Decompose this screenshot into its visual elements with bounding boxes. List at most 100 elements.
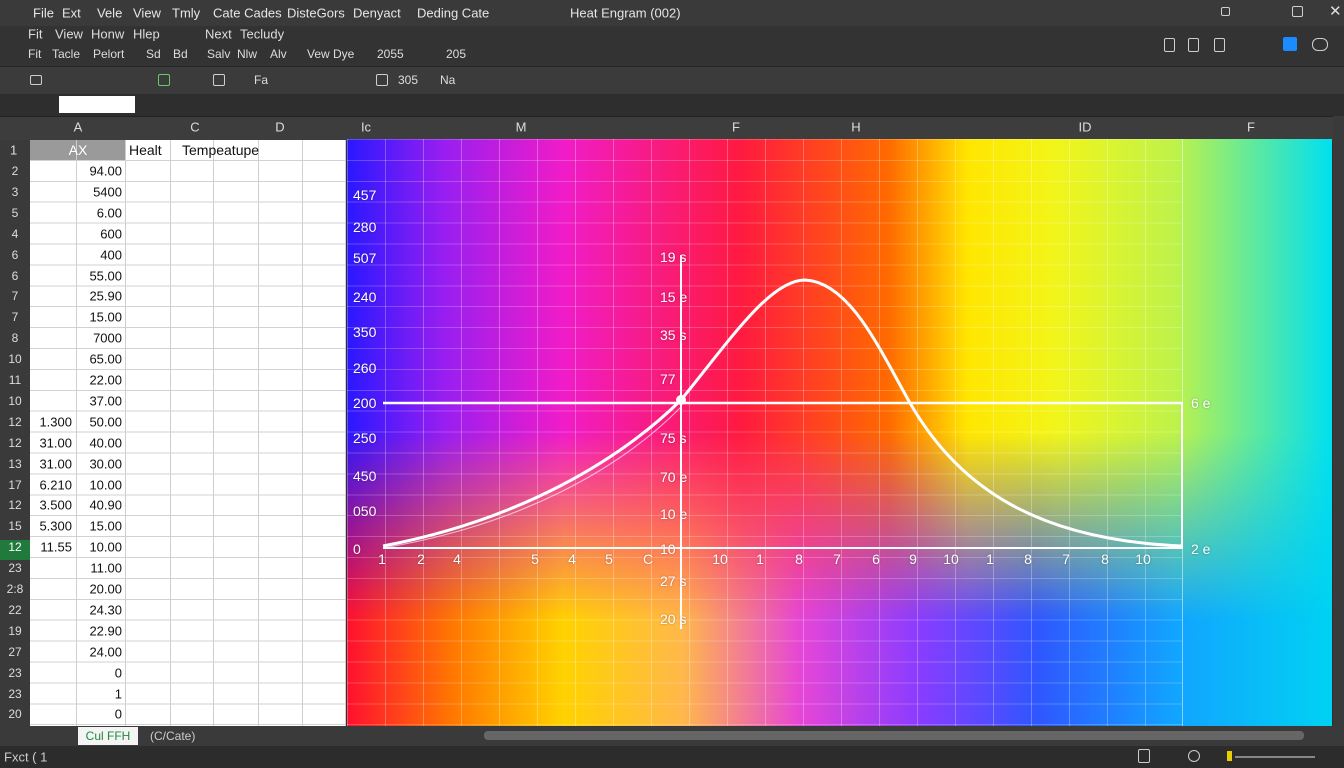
cell[interactable]: 1.300: [39, 414, 72, 430]
ribbon-tab[interactable]: Next: [205, 26, 232, 42]
column-header[interactable]: M: [515, 119, 527, 135]
share-icon[interactable]: [1283, 37, 1297, 51]
menu-item[interactable]: Vele: [97, 5, 123, 21]
column-header[interactable]: H: [851, 119, 861, 135]
tool-icon[interactable]: [30, 75, 42, 85]
vertical-scrollbar[interactable]: [1333, 116, 1344, 726]
menu-item[interactable]: Denyact: [353, 5, 401, 21]
name-box[interactable]: [59, 96, 135, 113]
ribbon-icon[interactable]: [1214, 38, 1225, 52]
cell-grid[interactable]: [30, 140, 346, 726]
close-button[interactable]: ✕: [1329, 3, 1342, 20]
menu-item[interactable]: Tmly: [172, 5, 201, 21]
ribbon-button[interactable]: Salv: [207, 47, 231, 61]
restore-button[interactable]: [1221, 7, 1230, 16]
ribbon-icon[interactable]: [1188, 38, 1199, 52]
active-sheet-tab[interactable]: [78, 727, 138, 745]
tool-icon[interactable]: [213, 74, 225, 86]
ribbon-button[interactable]: Nlw: [237, 47, 257, 61]
toolbar-button[interactable]: Fa: [254, 73, 269, 87]
ribbon-tab[interactable]: Tecludy: [240, 26, 285, 42]
cell[interactable]: 94.00: [89, 163, 122, 179]
cell[interactable]: 5400: [93, 184, 122, 200]
sheet-tab[interactable]: (C/Cate): [150, 729, 196, 743]
ribbon-tab[interactable]: Fit: [28, 26, 43, 42]
column-header[interactable]: ID: [1078, 119, 1092, 135]
ribbon-button[interactable]: Vew Dye: [307, 47, 355, 61]
cell[interactable]: Healt: [129, 142, 162, 158]
cell[interactable]: 20.00: [89, 581, 122, 597]
zoom-slider[interactable]: [1235, 756, 1315, 758]
cell[interactable]: 400: [100, 247, 122, 263]
cell[interactable]: 0: [114, 706, 122, 722]
ribbon-tab[interactable]: View: [55, 26, 83, 42]
column-header[interactable]: F: [732, 119, 740, 135]
column-header[interactable]: F: [1247, 119, 1255, 135]
ribbon-button[interactable]: Bd: [173, 47, 188, 61]
toolbar-button[interactable]: Na: [440, 73, 456, 87]
ribbon-button[interactable]: Pelort: [93, 47, 125, 61]
cell[interactable]: 15.00: [89, 309, 122, 325]
ribbon-icon[interactable]: [1164, 38, 1175, 52]
zoom-thumb[interactable]: [1227, 751, 1232, 761]
cell[interactable]: 55.00: [89, 268, 122, 283]
cell[interactable]: 0: [114, 665, 122, 681]
axis-label: 5: [531, 551, 539, 567]
cell[interactable]: 31.00: [39, 435, 72, 451]
cell[interactable]: 1: [114, 686, 122, 701]
cell[interactable]: AX: [68, 142, 88, 158]
cell[interactable]: 24.30: [89, 602, 122, 618]
ribbon-button[interactable]: 205: [446, 47, 467, 61]
menu-item[interactable]: Cate Cades: [213, 5, 282, 21]
column-header[interactable]: C: [190, 119, 200, 135]
cell[interactable]: Tempeatupe: [182, 142, 260, 158]
cell[interactable]: 6.210: [39, 477, 72, 492]
cell[interactable]: 40.90: [89, 497, 122, 513]
menu-item[interactable]: Ext: [62, 5, 81, 21]
tool-icon[interactable]: [376, 74, 388, 86]
column-header[interactable]: D: [275, 119, 285, 135]
menu-item[interactable]: Deding Cate: [417, 5, 490, 21]
cell[interactable]: 7000: [93, 330, 122, 346]
cell[interactable]: 6.00: [96, 205, 122, 221]
ribbon-button[interactable]: Sd: [146, 47, 161, 61]
cell[interactable]: 37.00: [89, 393, 122, 409]
cell[interactable]: 11.55: [40, 539, 72, 555]
cell[interactable]: 25.90: [89, 288, 122, 304]
cell[interactable]: 22.90: [89, 623, 122, 639]
menu-item[interactable]: View: [133, 5, 161, 21]
sheet-tab[interactable]: Cul FFH: [85, 729, 131, 743]
cell[interactable]: 24.00: [89, 644, 122, 660]
cell[interactable]: 3.500: [39, 497, 72, 513]
cell[interactable]: 30.00: [89, 456, 122, 472]
horizontal-scrollbar[interactable]: [484, 731, 1304, 740]
cell[interactable]: 600: [100, 226, 122, 242]
cell[interactable]: 5.300: [39, 518, 72, 534]
toolbar-button[interactable]: 305: [398, 73, 419, 87]
maximize-button[interactable]: [1292, 6, 1303, 17]
comment-icon[interactable]: [1312, 38, 1328, 51]
cell[interactable]: 10.00: [89, 477, 122, 492]
ribbon-button[interactable]: Tacle: [52, 47, 81, 61]
column-header[interactable]: Ic: [360, 119, 372, 135]
cell[interactable]: 10.00: [89, 539, 122, 555]
menu-item[interactable]: DisteGors: [287, 5, 345, 21]
column-header[interactable]: A: [73, 119, 83, 135]
tool-icon[interactable]: [158, 74, 170, 86]
ribbon-button[interactable]: Fit: [28, 47, 42, 61]
ribbon-tab[interactable]: Hlep: [133, 26, 160, 42]
cell[interactable]: 15.00: [89, 518, 122, 534]
cell[interactable]: 22.00: [89, 372, 122, 388]
ribbon-button[interactable]: 2055: [377, 47, 404, 61]
ribbon-tab[interactable]: Honw: [91, 26, 125, 42]
view-icon[interactable]: [1138, 749, 1150, 763]
view-icon[interactable]: [1188, 750, 1200, 762]
cell[interactable]: 31.00: [39, 456, 72, 472]
cell[interactable]: 40.00: [89, 435, 122, 451]
cell[interactable]: 50.00: [89, 414, 122, 430]
axis-label: 0: [353, 541, 361, 557]
cell[interactable]: 11.00: [90, 560, 122, 576]
cell[interactable]: 65.00: [89, 351, 122, 367]
ribbon-button[interactable]: Alv: [270, 47, 287, 61]
menu-item[interactable]: File: [33, 5, 54, 21]
